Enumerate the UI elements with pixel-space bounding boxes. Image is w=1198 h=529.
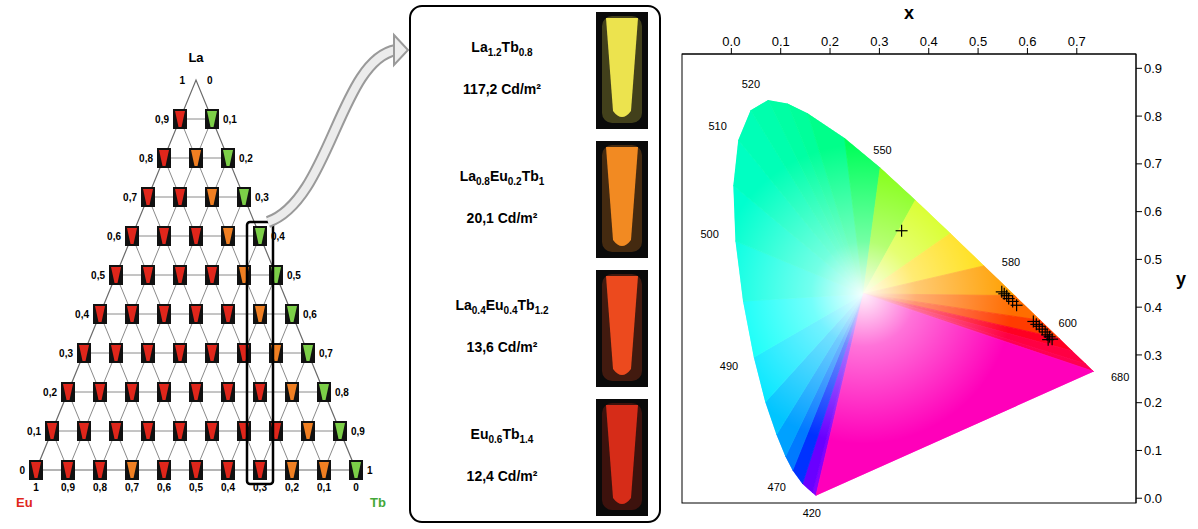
svg-text:0,2: 0,2 [239, 153, 253, 164]
svg-text:0.5: 0.5 [1144, 252, 1162, 267]
svg-text:0.7: 0.7 [1068, 34, 1086, 49]
svg-text:680: 680 [1111, 371, 1129, 383]
svg-text:La1.2Tb0.8: La1.2Tb0.8 [471, 39, 533, 58]
svg-text:12,4 Cd/m²: 12,4 Cd/m² [467, 468, 538, 484]
svg-text:0,7: 0,7 [123, 192, 137, 203]
svg-text:510: 510 [708, 120, 726, 132]
svg-text:0,8: 0,8 [335, 387, 349, 398]
svg-text:0,3: 0,3 [253, 482, 267, 493]
svg-text:0: 0 [19, 465, 25, 476]
svg-text:0,5: 0,5 [287, 270, 301, 281]
svg-text:0,4: 0,4 [271, 231, 285, 242]
svg-text:470: 470 [768, 481, 786, 493]
svg-text:Tb: Tb [370, 495, 386, 510]
svg-text:0,9: 0,9 [351, 426, 365, 437]
svg-text:520: 520 [742, 78, 760, 90]
svg-text:550: 550 [873, 144, 891, 156]
svg-text:0,6: 0,6 [107, 231, 121, 242]
svg-text:0,9: 0,9 [155, 114, 169, 125]
svg-text:0,9: 0,9 [61, 482, 75, 493]
svg-text:420: 420 [803, 507, 821, 519]
svg-text:0,8: 0,8 [93, 482, 107, 493]
svg-text:1: 1 [179, 75, 185, 86]
svg-text:580: 580 [1002, 256, 1020, 268]
svg-text:13,6 Cd/m²: 13,6 Cd/m² [467, 339, 538, 355]
svg-text:0,3: 0,3 [255, 192, 269, 203]
svg-text:0.2: 0.2 [821, 34, 839, 49]
svg-text:0,2: 0,2 [43, 387, 57, 398]
svg-text:0.8: 0.8 [1144, 109, 1162, 124]
svg-text:0.1: 0.1 [772, 34, 790, 49]
svg-text:0.3: 0.3 [1144, 348, 1162, 363]
svg-text:0.7: 0.7 [1144, 156, 1162, 171]
svg-text:0,1: 0,1 [317, 482, 331, 493]
svg-text:0,2: 0,2 [285, 482, 299, 493]
svg-text:0,7: 0,7 [319, 348, 333, 359]
svg-text:La0.4Eu0.4Tb1.2: La0.4Eu0.4Tb1.2 [455, 297, 548, 316]
svg-text:0.4: 0.4 [1144, 300, 1162, 315]
svg-text:0,3: 0,3 [59, 348, 73, 359]
svg-text:0,8: 0,8 [139, 153, 153, 164]
svg-text:La0.8Eu0.2Tb1: La0.8Eu0.2Tb1 [460, 168, 545, 187]
svg-text:Eu0.6Tb1.4: Eu0.6Tb1.4 [471, 426, 534, 445]
svg-text:0,1: 0,1 [27, 426, 41, 437]
svg-text:x: x [904, 3, 914, 23]
svg-text:0.4: 0.4 [920, 34, 938, 49]
svg-text:0.0: 0.0 [722, 34, 740, 49]
svg-text:500: 500 [700, 228, 718, 240]
svg-text:0.9: 0.9 [1144, 61, 1162, 76]
svg-text:0.2: 0.2 [1144, 395, 1162, 410]
svg-text:y: y [1176, 269, 1186, 289]
svg-text:0,6: 0,6 [157, 482, 171, 493]
svg-text:0.6: 0.6 [1018, 34, 1036, 49]
svg-text:0,1: 0,1 [223, 114, 237, 125]
svg-text:600: 600 [1059, 317, 1077, 329]
svg-text:0,7: 0,7 [125, 482, 139, 493]
svg-text:0.0: 0.0 [1144, 491, 1162, 506]
svg-text:0,6: 0,6 [303, 309, 317, 320]
svg-text:0,4: 0,4 [75, 309, 89, 320]
svg-text:20,1 Cd/m²: 20,1 Cd/m² [467, 210, 538, 226]
svg-text:0.6: 0.6 [1144, 204, 1162, 219]
svg-text:490: 490 [720, 360, 738, 372]
svg-text:1: 1 [367, 465, 373, 476]
svg-text:0,4: 0,4 [221, 482, 235, 493]
svg-text:0,5: 0,5 [91, 270, 105, 281]
svg-text:0.3: 0.3 [870, 34, 888, 49]
svg-text:0: 0 [207, 75, 213, 86]
svg-text:Eu: Eu [16, 495, 33, 510]
svg-text:La: La [188, 50, 204, 65]
svg-text:0,5: 0,5 [189, 482, 203, 493]
svg-text:0.5: 0.5 [969, 34, 987, 49]
svg-text:0: 0 [353, 482, 359, 493]
svg-text:1: 1 [33, 482, 39, 493]
svg-text:117,2 Cd/m²: 117,2 Cd/m² [463, 81, 541, 97]
svg-text:0.1: 0.1 [1144, 443, 1162, 458]
